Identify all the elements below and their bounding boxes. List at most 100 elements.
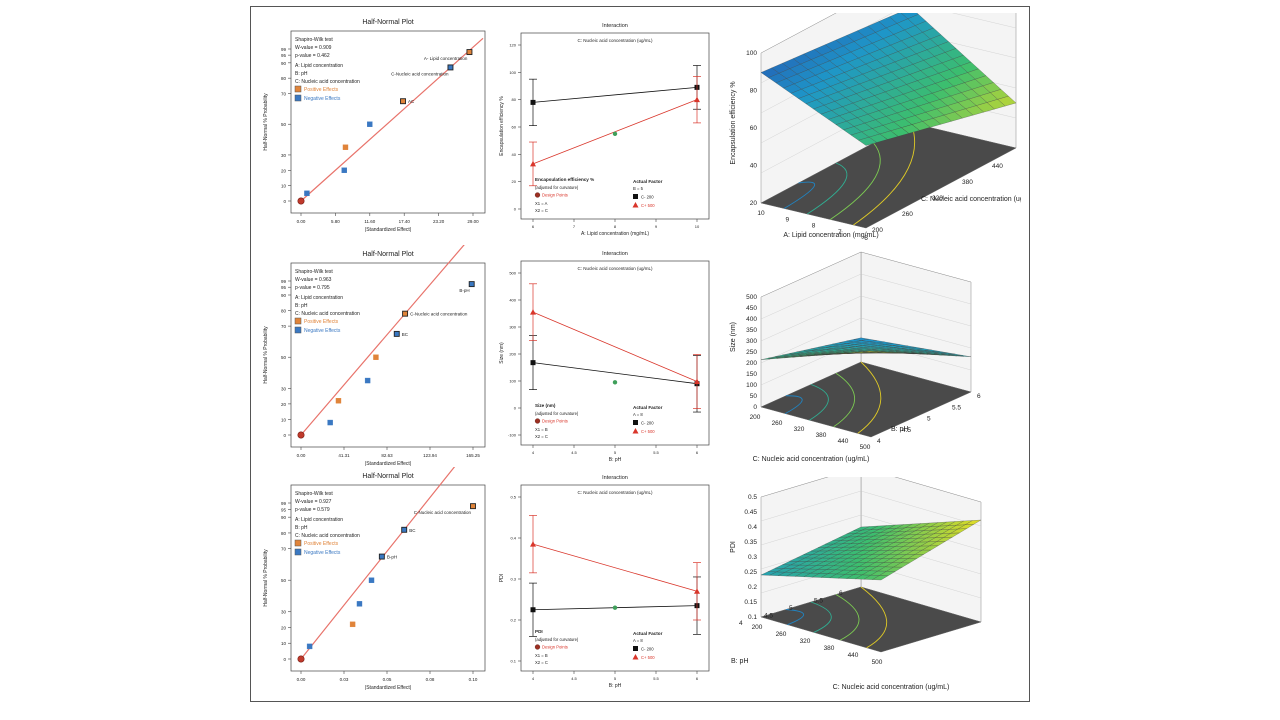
y-tick-label: 50	[281, 122, 287, 127]
factor-value: A = 8	[633, 638, 643, 643]
x-tick-label: 82.63	[381, 453, 393, 458]
x-tick-label: 260	[772, 420, 783, 427]
effect-point	[342, 144, 349, 150]
y-tick-label: 95	[281, 285, 287, 290]
series-high-point	[694, 378, 700, 385]
y-axis-label: Half-Normal % Probability	[263, 326, 269, 384]
wall-grid	[860, 317, 972, 349]
y-tick-label: 0	[283, 199, 286, 204]
z-tick-label: 350	[746, 327, 757, 334]
factor-title: Actual Factor	[633, 179, 663, 184]
x-tick-label: 6	[696, 676, 699, 681]
design-points-swatch	[534, 644, 541, 650]
x-tick-label: 500	[872, 659, 883, 666]
stats-text-0: Shapiro-Wilk test	[295, 269, 333, 275]
x-axis-label: |Standardized Effect|	[365, 461, 411, 467]
interaction-plot-2: Interaction C: Nucleic acid concentration…	[499, 251, 710, 463]
legend-x2: X2 = C	[535, 660, 548, 665]
y-tick-label: 80	[281, 309, 287, 314]
y-tick-label: 80	[281, 531, 287, 536]
surface-cell	[955, 355, 972, 357]
effect-point	[400, 98, 406, 105]
y-axis-label: Encapsulation efficiency %	[499, 96, 505, 156]
series-low-line	[532, 362, 698, 385]
z-tick-label: 80	[750, 88, 758, 95]
z-tick-label: 50	[750, 393, 758, 400]
x-tick-label: 0.00	[297, 453, 306, 458]
z-tick-label: 60	[750, 125, 758, 132]
effect-point	[393, 330, 400, 337]
y-tick-label: 0	[514, 406, 517, 411]
stats-text-3: A: Lipid concentration	[295, 63, 343, 69]
contour-line	[835, 594, 860, 641]
y-tick-label: 100	[509, 379, 516, 384]
y-tick-label: 20	[512, 179, 517, 184]
y-tick-label: 0.4	[510, 536, 516, 541]
series-high-point	[694, 96, 700, 103]
design-points-label: Design Points	[542, 645, 568, 650]
y-tick-label: 200	[509, 352, 516, 357]
x-tick-label: 0.00	[297, 677, 306, 682]
x-tick-label: 4	[532, 676, 535, 681]
x-tick-label: 0.08	[426, 677, 435, 682]
x-tick-label: 29.00	[467, 219, 479, 224]
fit-line	[300, 245, 465, 436]
x-tick-label: 9	[785, 216, 789, 223]
effect-label: BC	[409, 528, 416, 533]
wall-grid	[860, 273, 972, 305]
z-tick-label: 100	[746, 382, 757, 389]
y-tick-label: 99	[281, 279, 287, 284]
y-tick-label: 0	[283, 433, 286, 438]
x-tick-label: 440	[838, 438, 849, 445]
y-tick-label: 30	[281, 610, 287, 615]
x-tick-label: 10	[757, 210, 765, 217]
surface-plot-3: 0.1 0.15 0.2 0.25 0.3 0.35 0.4 0.45 0.5 PDI 200 260…	[730, 477, 982, 691]
effect-point	[335, 398, 342, 404]
y-tick-label: 0.3	[510, 577, 516, 582]
chart-title: Half-Normal Plot	[362, 19, 413, 26]
series-high-point	[530, 309, 536, 315]
plot-area	[290, 484, 486, 672]
wall-grid	[760, 514, 862, 546]
stats-text-4: B: pH	[295, 71, 308, 77]
z-tick-label: 150	[746, 371, 757, 378]
chart-title: Interaction	[602, 23, 628, 29]
y-tick-label: 0.2	[510, 618, 516, 623]
z-axis-label: PDI	[730, 541, 737, 553]
effect-point	[341, 167, 347, 173]
contour-line	[809, 384, 829, 421]
x-tick-label: 0.03	[340, 677, 349, 682]
legend-x2: X2 = C	[535, 434, 548, 439]
center-point	[297, 431, 305, 439]
x-tick-label: 123.94	[423, 453, 437, 458]
center-point	[612, 605, 618, 610]
y-tick-label: 4	[739, 620, 743, 627]
chart-title: Half-Normal Plot	[362, 251, 413, 258]
center-point	[297, 197, 305, 205]
y-tick-label: 500	[509, 271, 516, 276]
x-tick-label: 320	[800, 638, 811, 645]
effect-point	[378, 553, 385, 560]
figure-frame: Half-Normal Plot 0 10 20 30 50 70 80 90 95 99 0.00 5…	[250, 6, 1030, 702]
y-tick-label: 380	[962, 179, 973, 186]
stats-text-4: B: pH	[295, 525, 308, 531]
stats-text-5: C: Nucleic acid concentration	[295, 79, 360, 85]
x-tick-label: 380	[816, 432, 827, 439]
x-tick-label: 8	[812, 223, 816, 230]
x-tick-label: 0.00	[297, 219, 306, 224]
legend-positive-swatch	[294, 85, 302, 93]
legend-x1: X1 = A	[535, 201, 548, 206]
z-axis-label: Size (nm)	[730, 322, 737, 352]
factor-high-swatch	[632, 428, 639, 434]
stats-text-1: W-value = 0.909	[295, 45, 332, 51]
legend-negative-label: Negative Effects	[304, 328, 341, 334]
x-tick-label: 5.5	[653, 676, 659, 681]
z-tick-label: 0.2	[748, 584, 757, 591]
x-tick-label: 5.5	[653, 450, 659, 455]
effect-point	[468, 281, 475, 288]
plot-area	[520, 260, 710, 446]
stats-text-2: p-value = 0.795	[295, 285, 330, 291]
z-tick-label: 0.35	[744, 539, 757, 546]
stats-text-1: W-value = 0.927	[295, 499, 332, 505]
